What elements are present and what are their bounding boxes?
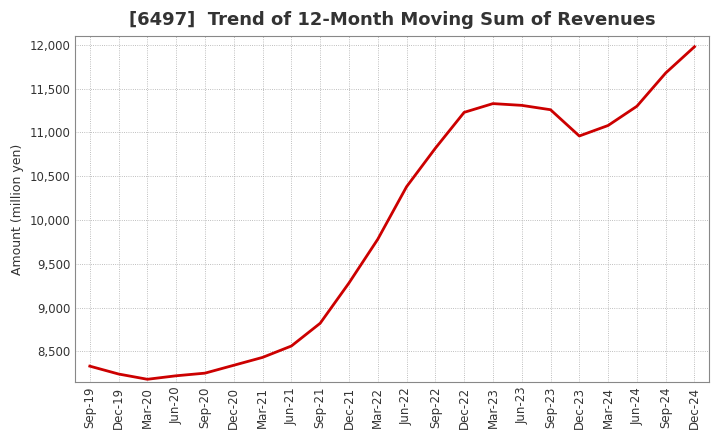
Y-axis label: Amount (million yen): Amount (million yen) [11, 143, 24, 275]
Title: [6497]  Trend of 12-Month Moving Sum of Revenues: [6497] Trend of 12-Month Moving Sum of R… [129, 11, 655, 29]
